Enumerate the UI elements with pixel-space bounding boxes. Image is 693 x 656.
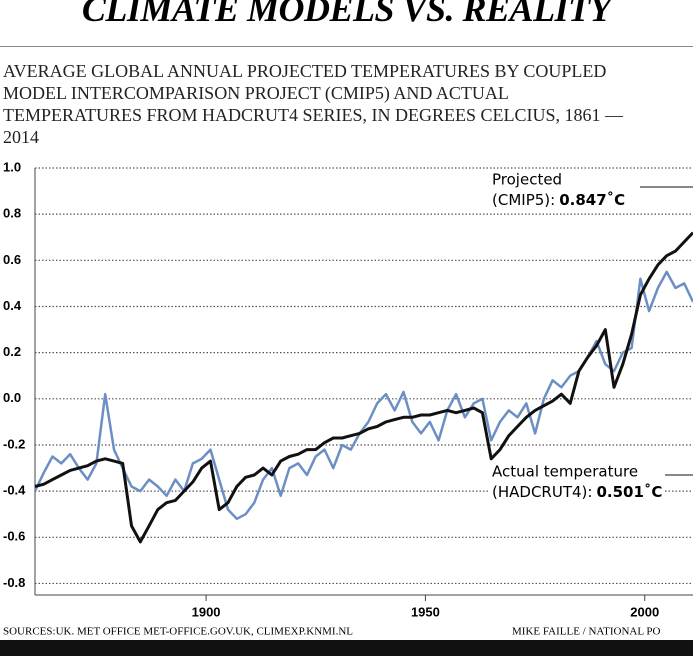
y-tick-label: 0.0 xyxy=(3,390,21,405)
annotation: (CMIP5): 0.847˚C xyxy=(492,191,625,209)
annotation-value: 0.501˚C xyxy=(596,483,662,501)
bottom-band xyxy=(0,640,693,656)
y-tick-label: -0.8 xyxy=(3,575,25,590)
annotation-bg xyxy=(489,462,664,504)
annotation: Projected xyxy=(492,171,562,189)
y-tick-label: 1.0 xyxy=(3,159,21,174)
y-tick-label: -0.2 xyxy=(3,436,25,451)
y-tick-label: 0.4 xyxy=(3,298,22,313)
annotation: (HADCRUT4): 0.501˚C xyxy=(492,483,662,501)
chart-title: CLIMATE MODELS VS. REALITY xyxy=(81,0,612,29)
x-tick-label: 1900 xyxy=(192,604,221,619)
x-tick-label: 2000 xyxy=(630,604,659,619)
chart-subtitle: AVERAGE GLOBAL ANNUAL PROJECTED TEMPERAT… xyxy=(3,61,624,147)
annotation-bg xyxy=(489,170,639,212)
y-tick-label: 0.2 xyxy=(3,344,21,359)
y-tick-label: -0.4 xyxy=(3,483,26,498)
annotation-value: 0.847˚C xyxy=(559,191,625,209)
credit: MIKE FAILLE / NATIONAL PO xyxy=(512,626,661,638)
annotation: Actual temperature xyxy=(492,463,638,481)
data-line xyxy=(34,231,693,544)
source: SOURCES:UK. MET OFFICE MET-OFFICE.GOV.UK… xyxy=(3,626,353,638)
y-tick-label: 0.8 xyxy=(3,206,21,221)
annotation-label: (CMIP5): xyxy=(492,191,555,209)
divider xyxy=(0,46,693,47)
y-tick-label: 0.6 xyxy=(3,252,21,267)
y-tick-label: -0.6 xyxy=(3,529,25,544)
x-tick-label: 1950 xyxy=(411,604,440,619)
annotation-label: (HADCRUT4): xyxy=(492,483,592,501)
